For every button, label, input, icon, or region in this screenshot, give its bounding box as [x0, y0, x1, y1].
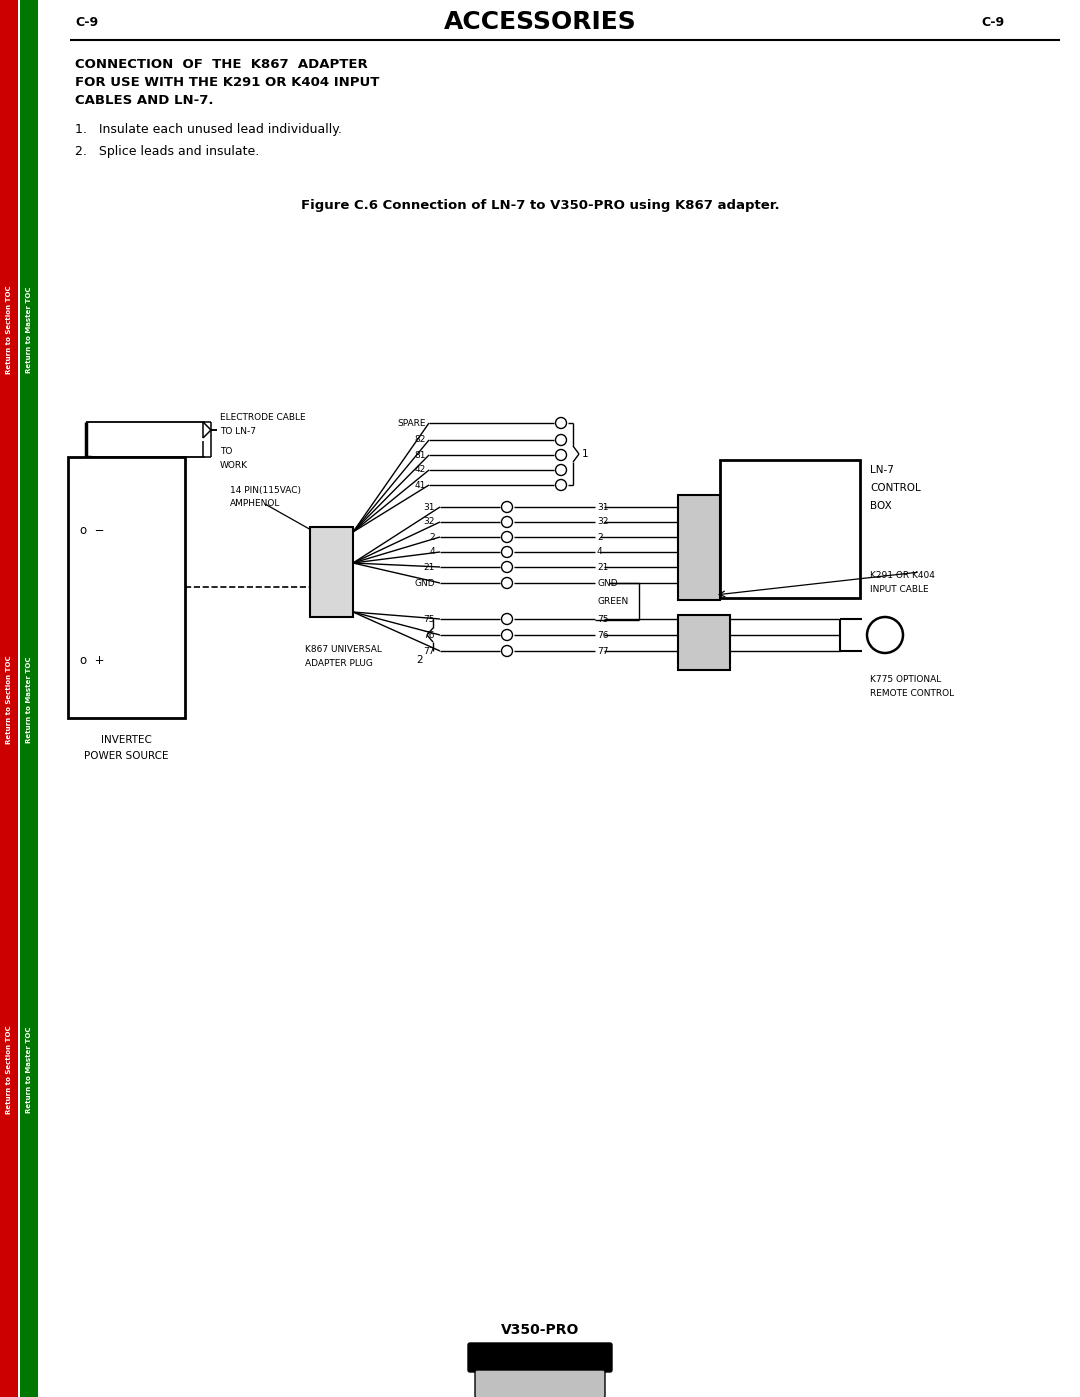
Circle shape: [555, 479, 567, 490]
Text: 77: 77: [423, 647, 435, 655]
Text: Return to Master TOC: Return to Master TOC: [26, 286, 32, 373]
Text: 76: 76: [597, 630, 608, 640]
Circle shape: [501, 562, 513, 573]
Text: ADAPTER PLUG: ADAPTER PLUG: [305, 659, 373, 669]
Text: GREEN: GREEN: [597, 597, 629, 605]
Text: ®: ®: [599, 1345, 608, 1355]
Circle shape: [501, 502, 513, 513]
FancyBboxPatch shape: [468, 1343, 612, 1372]
Text: Return to Section TOC: Return to Section TOC: [6, 286, 12, 374]
Text: POWER SOURCE: POWER SOURCE: [84, 752, 168, 761]
Text: 4: 4: [430, 548, 435, 556]
Text: 31: 31: [597, 503, 608, 511]
Text: WORK: WORK: [220, 461, 248, 469]
Text: Figure C.6 Connection of LN-7 to V350-PRO using K867 adapter.: Figure C.6 Connection of LN-7 to V350-PR…: [300, 198, 780, 211]
Bar: [21, 0, 38, 1397]
Text: 75: 75: [423, 615, 435, 623]
Circle shape: [501, 613, 513, 624]
Text: 1: 1: [582, 448, 589, 460]
Circle shape: [555, 450, 567, 461]
Text: ELECTRODE CABLE: ELECTRODE CABLE: [220, 412, 306, 422]
Text: Return to Section TOC: Return to Section TOC: [6, 1025, 12, 1115]
Text: GND: GND: [415, 578, 435, 588]
Text: 82: 82: [415, 436, 426, 444]
Text: 75: 75: [597, 615, 608, 623]
Text: 81: 81: [415, 450, 426, 460]
Text: CONNECTION  OF  THE  K867  ADAPTER: CONNECTION OF THE K867 ADAPTER: [75, 59, 368, 71]
Bar: [678, 495, 720, 599]
Circle shape: [555, 418, 567, 429]
Text: C-9: C-9: [982, 15, 1005, 28]
Bar: [68, 457, 185, 718]
Circle shape: [501, 630, 513, 640]
Circle shape: [501, 531, 513, 542]
Circle shape: [867, 617, 903, 652]
Text: 2: 2: [417, 655, 423, 665]
Text: CONTROL: CONTROL: [870, 483, 921, 493]
Bar: [310, 527, 353, 617]
Text: 14 PIN(115VAC): 14 PIN(115VAC): [230, 486, 301, 495]
Text: Return to Section TOC: Return to Section TOC: [6, 655, 12, 745]
Text: 4: 4: [597, 548, 603, 556]
Text: GND: GND: [597, 578, 618, 588]
Text: 41: 41: [415, 481, 426, 489]
Text: TO LN-7: TO LN-7: [220, 426, 256, 436]
Text: V350-PRO: V350-PRO: [501, 1323, 579, 1337]
Text: INPUT CABLE: INPUT CABLE: [870, 584, 929, 594]
Text: AMPHENOL: AMPHENOL: [230, 500, 281, 509]
Bar: [0, 0, 18, 1397]
Text: 76: 76: [423, 630, 435, 640]
Circle shape: [501, 517, 513, 528]
Text: 21: 21: [597, 563, 608, 571]
Text: 42: 42: [415, 465, 426, 475]
Text: 77: 77: [597, 647, 608, 655]
Circle shape: [501, 645, 513, 657]
FancyBboxPatch shape: [475, 1370, 605, 1397]
Bar: [720, 460, 860, 598]
Text: INVERTEC: INVERTEC: [100, 735, 151, 745]
Text: 2: 2: [430, 532, 435, 542]
Text: 32: 32: [597, 517, 608, 527]
Circle shape: [501, 546, 513, 557]
Text: ACCESSORIES: ACCESSORIES: [444, 10, 636, 34]
Text: 2.   Splice leads and insulate.: 2. Splice leads and insulate.: [75, 145, 259, 158]
Text: Return to Master TOC: Return to Master TOC: [26, 1027, 32, 1113]
Text: o  +: o +: [80, 654, 105, 666]
Text: 1.   Insulate each unused lead individually.: 1. Insulate each unused lead individuall…: [75, 123, 342, 137]
Circle shape: [555, 464, 567, 475]
Text: ELECTRIC: ELECTRIC: [500, 1376, 580, 1391]
Text: LINCOLN: LINCOLN: [495, 1350, 569, 1365]
Text: 31: 31: [423, 503, 435, 511]
Text: 2: 2: [597, 532, 603, 542]
Text: LN-7: LN-7: [870, 465, 894, 475]
Text: 32: 32: [423, 517, 435, 527]
Text: Return to Master TOC: Return to Master TOC: [26, 657, 32, 743]
Text: REMOTE CONTROL: REMOTE CONTROL: [870, 690, 954, 698]
Bar: [678, 615, 730, 671]
Circle shape: [501, 577, 513, 588]
Text: K775 OPTIONAL: K775 OPTIONAL: [870, 676, 942, 685]
Text: o  −: o −: [80, 524, 105, 536]
Text: FOR USE WITH THE K291 OR K404 INPUT: FOR USE WITH THE K291 OR K404 INPUT: [75, 77, 379, 89]
Text: K867 UNIVERSAL: K867 UNIVERSAL: [305, 645, 382, 655]
Text: C-9: C-9: [75, 15, 98, 28]
Text: K291 OR K404: K291 OR K404: [870, 570, 935, 580]
Text: BOX: BOX: [870, 502, 892, 511]
Circle shape: [555, 434, 567, 446]
Text: 21: 21: [423, 563, 435, 571]
Text: CABLES AND LN-7.: CABLES AND LN-7.: [75, 95, 214, 108]
Text: SPARE: SPARE: [397, 419, 426, 427]
Text: TO: TO: [220, 447, 232, 455]
